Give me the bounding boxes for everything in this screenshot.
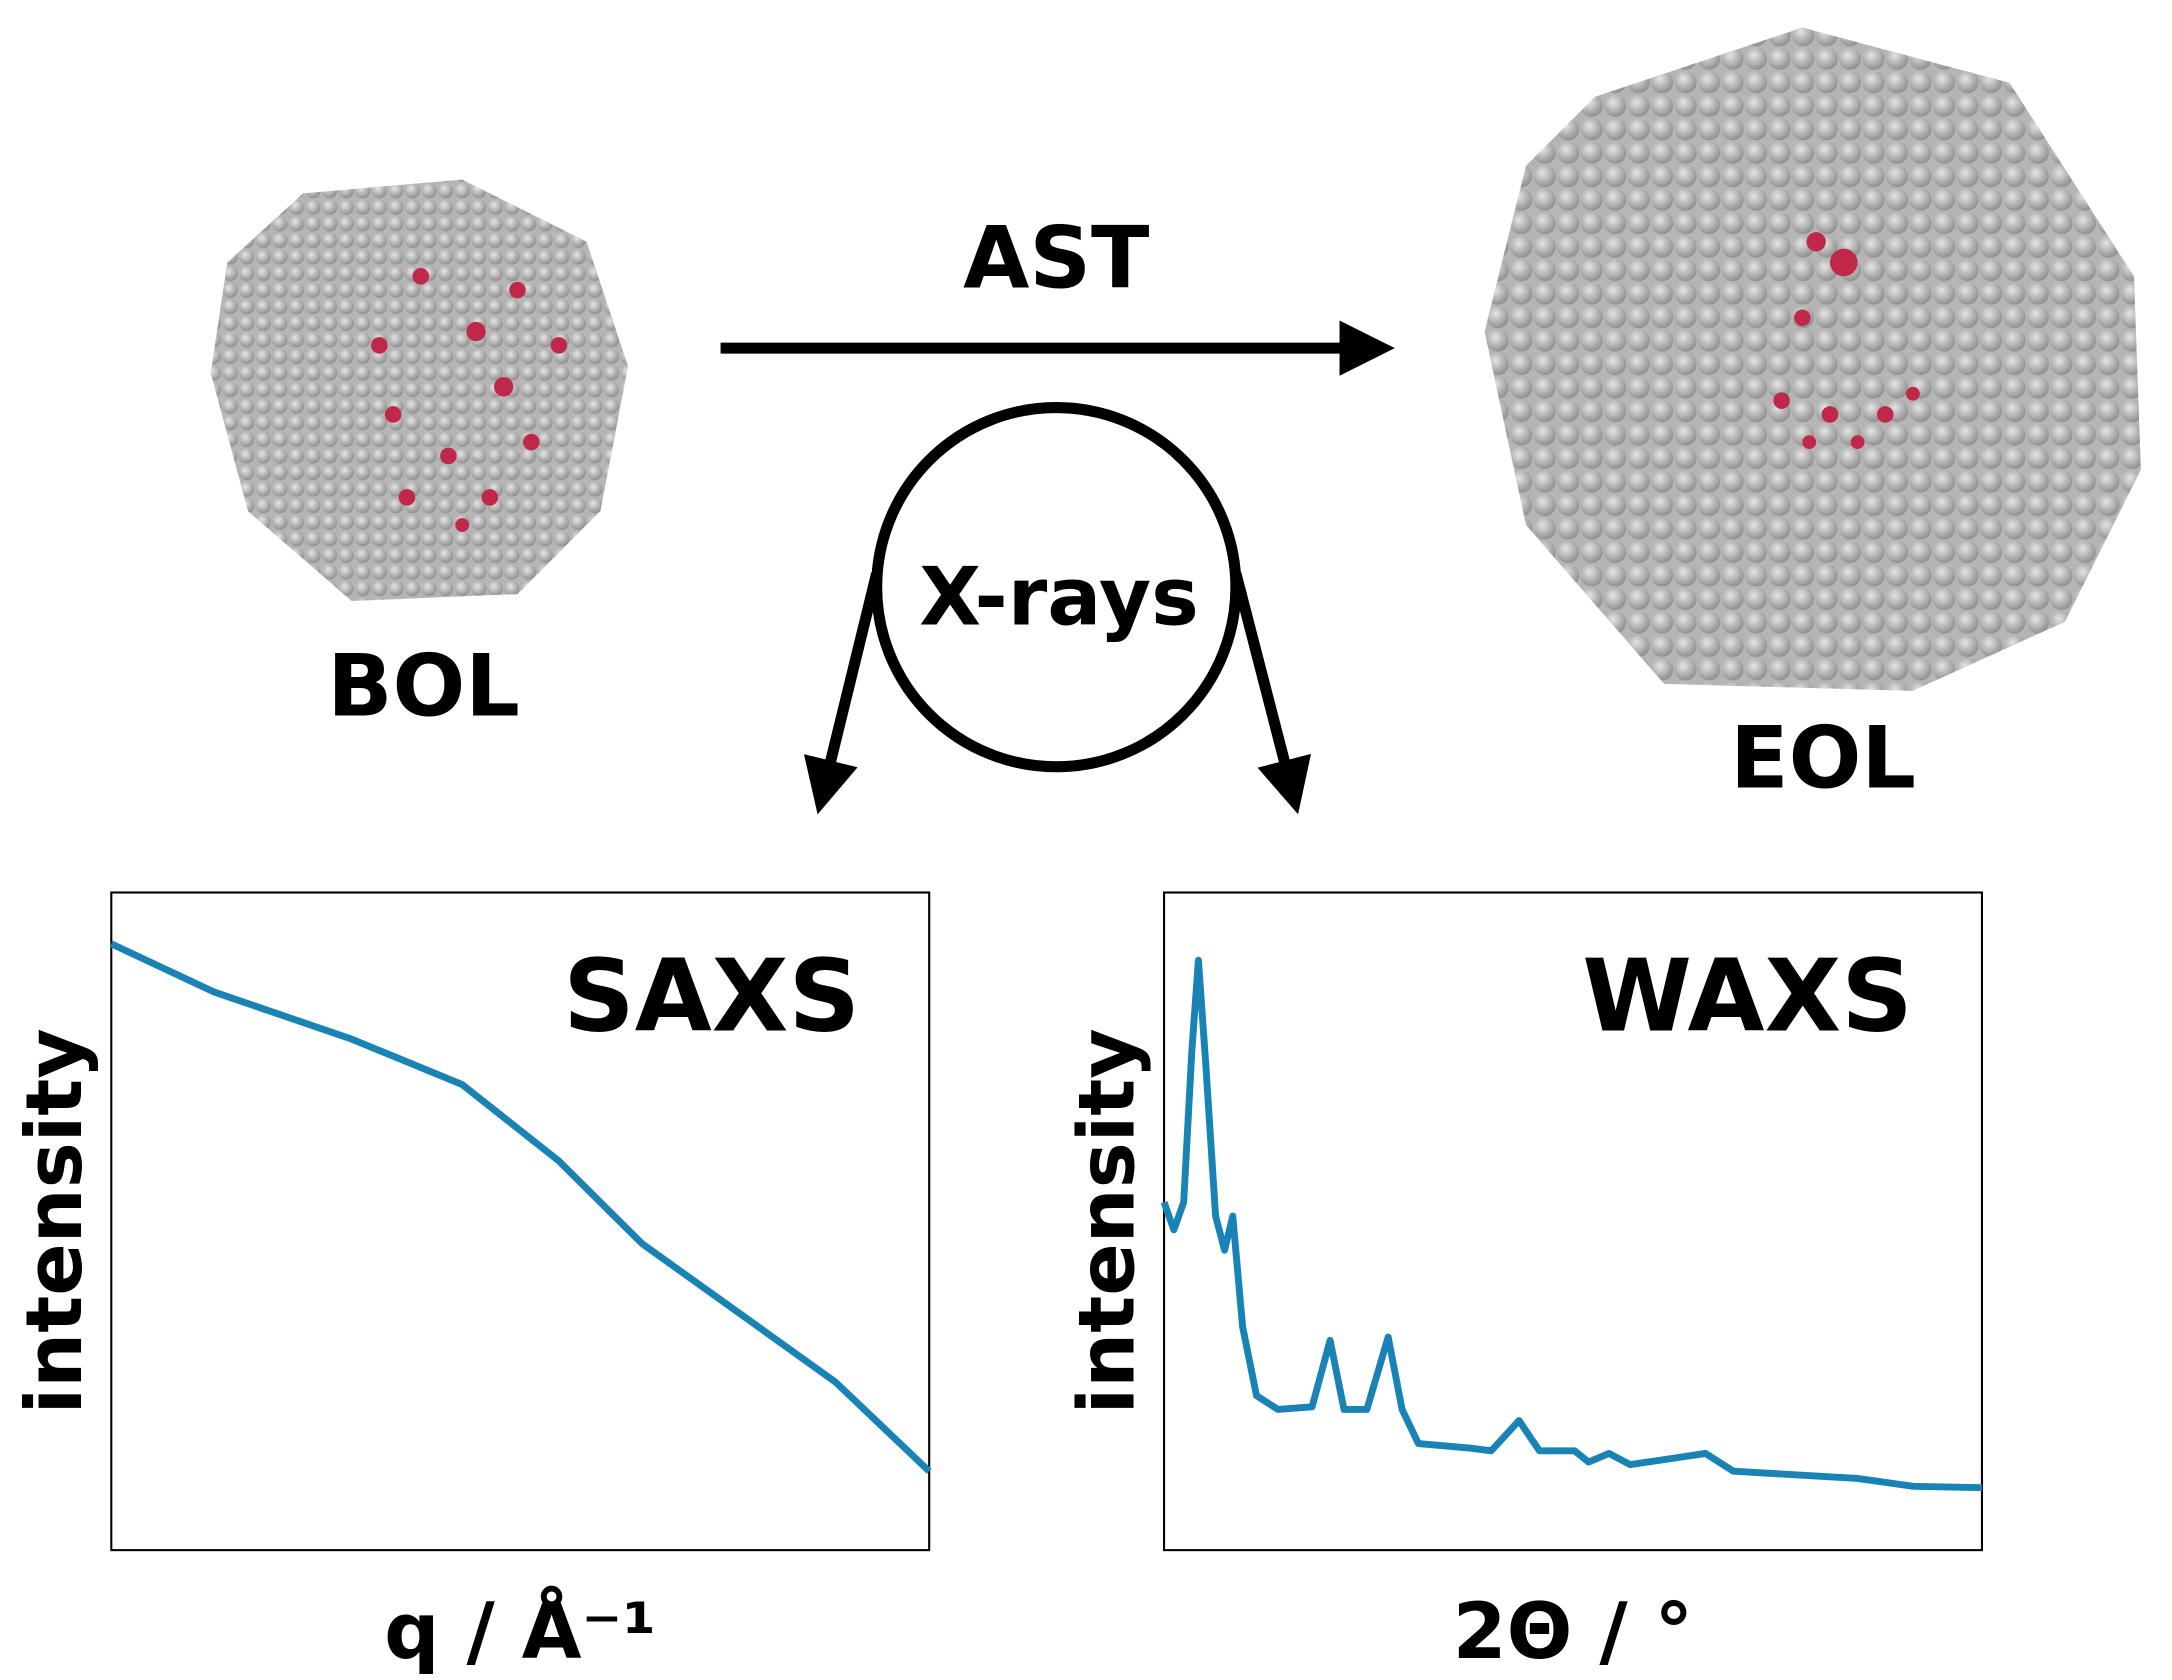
x-axis-label: 2Θ / °: [1453, 1587, 1693, 1677]
plot-frame: [110, 891, 931, 1552]
data-line: [1160, 956, 1983, 1492]
eol-particle: [1484, 27, 2141, 691]
plot-title: SAXS: [563, 940, 860, 1055]
data-line: [109, 940, 932, 1474]
y-axis-label: intensity: [10, 1028, 100, 1414]
bol-particle: [210, 179, 629, 601]
eol-label: EOL: [1730, 709, 1916, 809]
ast-label: AST: [963, 208, 1149, 308]
saxs-arrow: [803, 572, 883, 815]
y-axis-label: intensity: [1063, 1028, 1153, 1414]
plot-title: WAXS: [1582, 940, 1913, 1055]
waxs-arrow: [1230, 571, 1312, 815]
xrays-label: X-rays: [919, 550, 1199, 643]
bol-label: BOL: [327, 637, 520, 737]
plot-frame: [1163, 891, 1983, 1552]
x-axis-label: q / Å⁻¹: [384, 1587, 656, 1677]
